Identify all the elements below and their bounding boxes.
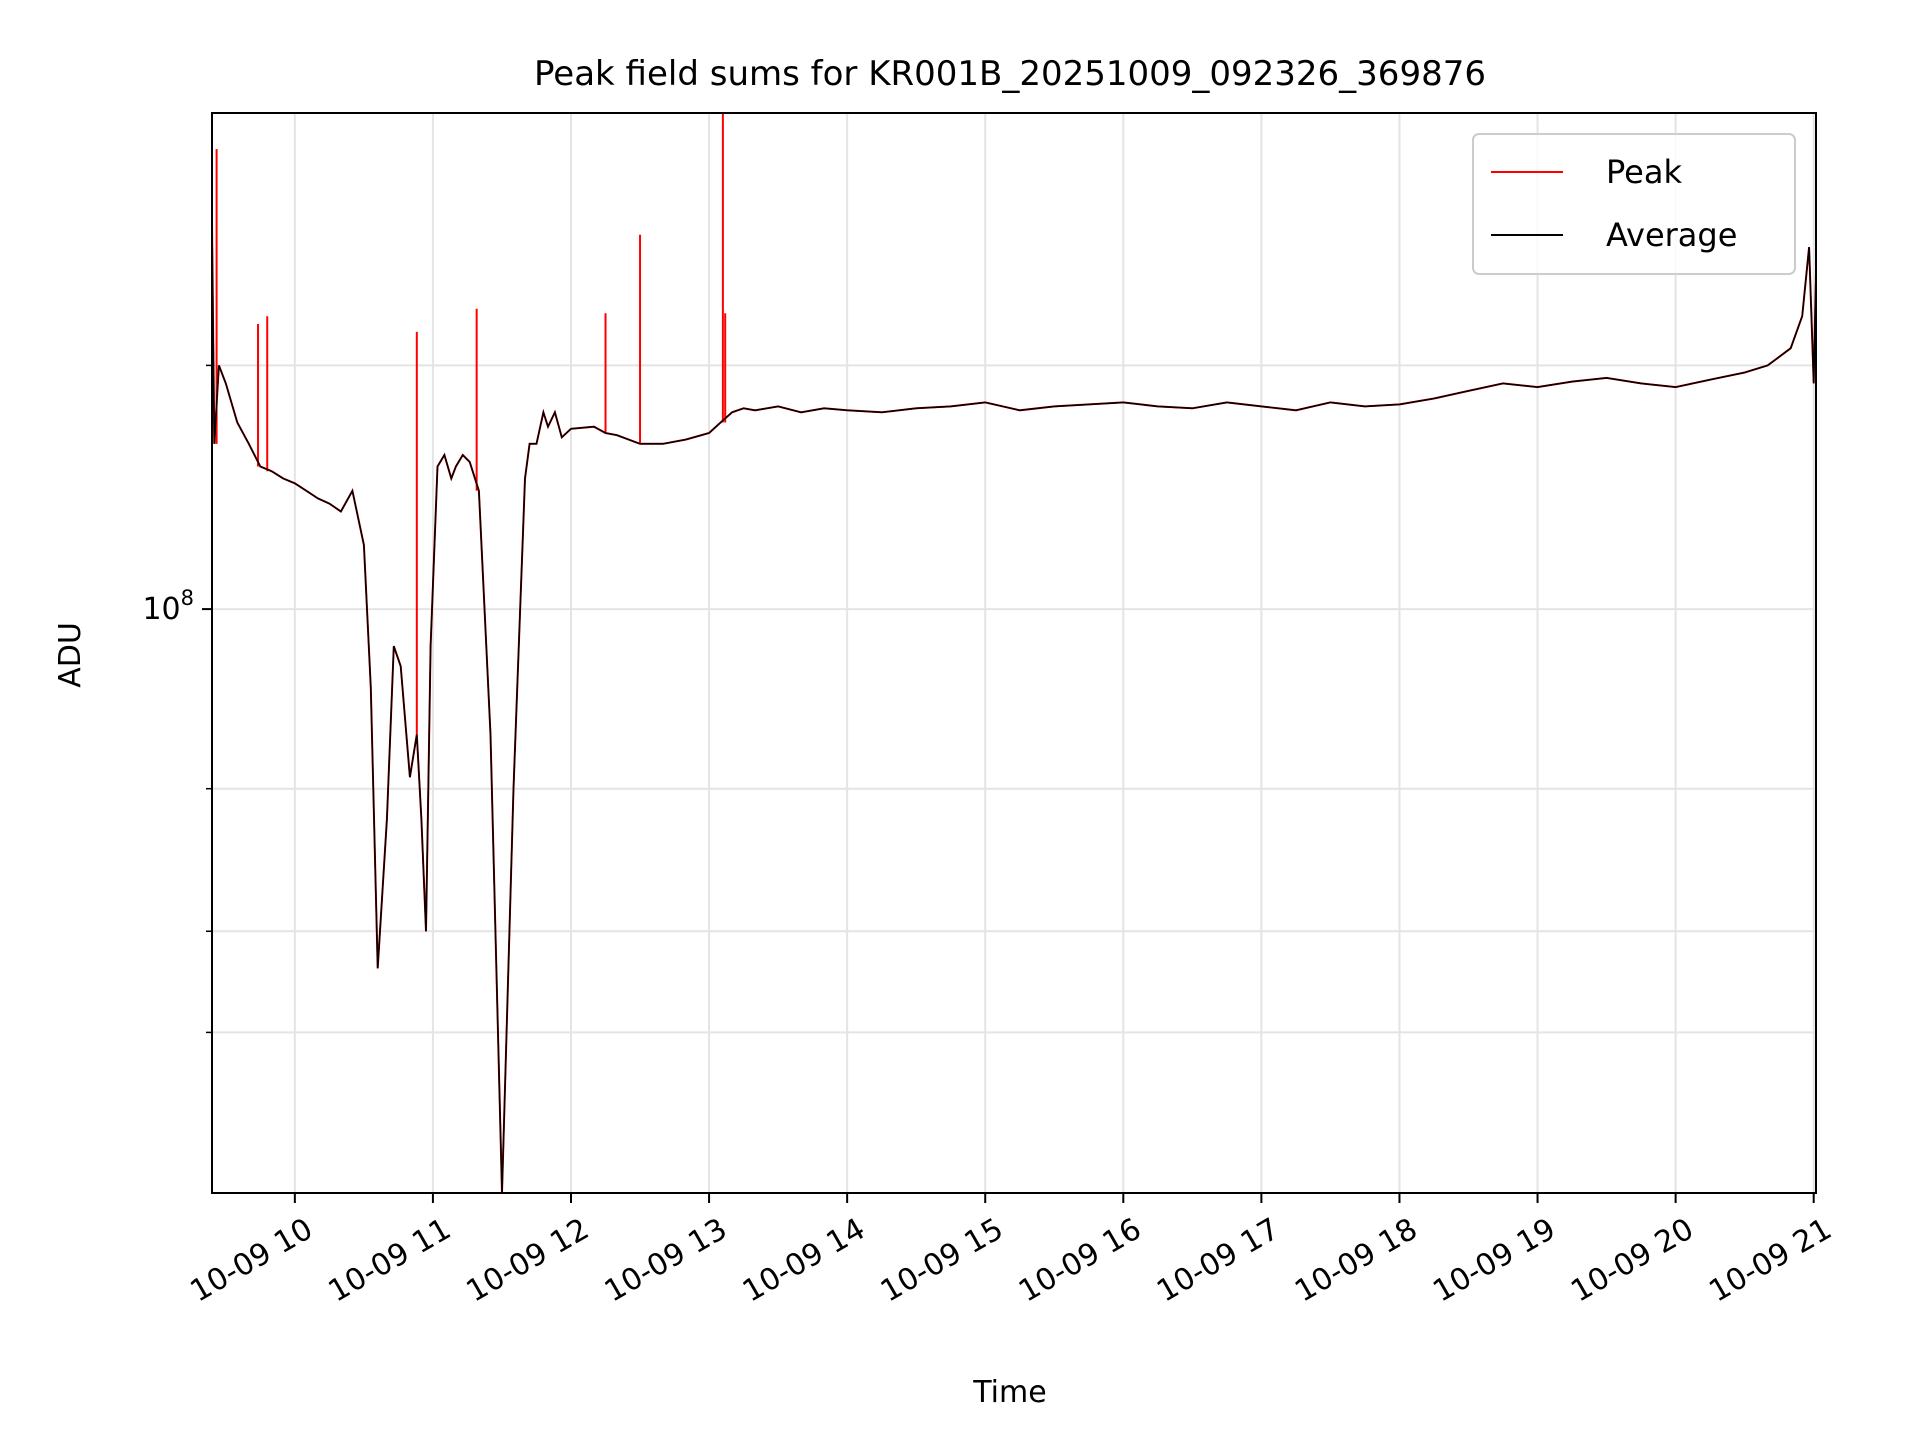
legend-label: Average [1606,216,1737,254]
legend-box [1472,133,1796,275]
x-axis-label: Time [972,1375,1046,1410]
y-tick-label: 108 [142,586,194,627]
chart-title: Peak field sums for KR001B_20251009_0923… [534,54,1486,94]
legend-label: Peak [1606,153,1682,191]
average-series-line [211,222,1817,1194]
plot-frame [211,112,1817,1194]
y-axis-label: ADU [53,622,88,688]
